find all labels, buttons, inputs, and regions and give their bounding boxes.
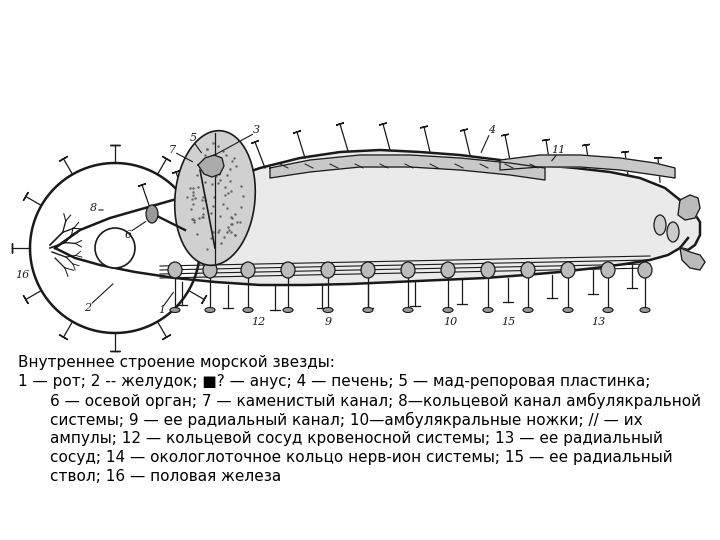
Polygon shape: [500, 155, 675, 178]
Polygon shape: [270, 155, 545, 180]
Text: 5: 5: [189, 133, 197, 143]
Text: 13: 13: [591, 317, 605, 327]
Polygon shape: [582, 144, 590, 146]
Polygon shape: [251, 140, 258, 144]
Text: 2: 2: [84, 303, 91, 313]
Ellipse shape: [563, 307, 573, 313]
Ellipse shape: [601, 262, 615, 278]
Ellipse shape: [638, 262, 652, 278]
Polygon shape: [336, 123, 344, 125]
Text: ампулы; 12 — кольцевой сосуд кровеносной системы; 13 — ее радиальный: ампулы; 12 — кольцевой сосуд кровеносной…: [50, 431, 663, 446]
Ellipse shape: [443, 307, 453, 313]
Polygon shape: [23, 295, 28, 304]
Polygon shape: [202, 192, 207, 201]
Polygon shape: [198, 155, 224, 177]
Text: системы; 9 — ее радиальный канал; 10—амбулякральные ножки; // — их: системы; 9 — ее радиальный канал; 10—амб…: [50, 412, 643, 428]
Text: 12: 12: [251, 317, 265, 327]
Text: 10: 10: [443, 317, 457, 327]
Polygon shape: [542, 139, 550, 140]
Text: 11: 11: [551, 145, 565, 155]
Ellipse shape: [481, 262, 495, 278]
Ellipse shape: [654, 215, 666, 235]
Ellipse shape: [203, 262, 217, 278]
Ellipse shape: [483, 307, 493, 313]
Polygon shape: [59, 335, 68, 340]
Text: 6: 6: [125, 230, 132, 240]
Text: сосуд; 14 — окологлоточное кольцо нерв-ион системы; 15 — ее радиальный: сосуд; 14 — окологлоточное кольцо нерв-и…: [50, 450, 672, 465]
Ellipse shape: [170, 307, 180, 313]
Ellipse shape: [361, 262, 375, 278]
Polygon shape: [420, 126, 428, 128]
Polygon shape: [138, 184, 145, 186]
Ellipse shape: [401, 262, 415, 278]
Text: Внутреннее строение морской звезды:: Внутреннее строение морской звезды:: [18, 355, 335, 370]
Ellipse shape: [363, 307, 373, 313]
Text: 16: 16: [15, 270, 29, 280]
Text: 7: 7: [168, 145, 176, 155]
Polygon shape: [162, 156, 171, 161]
Polygon shape: [172, 171, 180, 173]
Ellipse shape: [640, 307, 650, 313]
Ellipse shape: [243, 307, 253, 313]
Text: 15: 15: [501, 317, 515, 327]
Polygon shape: [501, 134, 509, 136]
Text: 1: 1: [158, 305, 166, 315]
Text: 8: 8: [89, 203, 96, 213]
Polygon shape: [202, 295, 207, 304]
Text: 6 — осевой орган; 7 — каменистый канал; 8—кольцевой канал амбулякральной: 6 — осевой орган; 7 — каменистый канал; …: [50, 393, 701, 409]
Polygon shape: [162, 335, 171, 340]
Ellipse shape: [175, 131, 256, 265]
Ellipse shape: [667, 222, 679, 242]
Polygon shape: [55, 150, 700, 285]
Text: 3: 3: [253, 125, 260, 135]
Ellipse shape: [281, 262, 295, 278]
Ellipse shape: [321, 262, 335, 278]
Polygon shape: [678, 195, 700, 220]
Ellipse shape: [403, 307, 413, 313]
Polygon shape: [460, 129, 468, 131]
Ellipse shape: [95, 228, 135, 268]
Ellipse shape: [561, 262, 575, 278]
Polygon shape: [293, 131, 301, 133]
Ellipse shape: [205, 307, 215, 313]
Ellipse shape: [283, 307, 293, 313]
Ellipse shape: [241, 262, 255, 278]
Ellipse shape: [168, 262, 182, 278]
Polygon shape: [30, 163, 200, 333]
Ellipse shape: [603, 307, 613, 313]
Polygon shape: [379, 123, 387, 125]
Polygon shape: [59, 156, 68, 161]
Ellipse shape: [523, 307, 533, 313]
Ellipse shape: [521, 262, 535, 278]
Polygon shape: [23, 192, 28, 201]
Ellipse shape: [146, 205, 158, 223]
Ellipse shape: [323, 307, 333, 313]
Polygon shape: [211, 154, 219, 157]
Polygon shape: [680, 248, 705, 270]
Ellipse shape: [441, 262, 455, 278]
Text: 4: 4: [488, 125, 495, 135]
Text: 1 — рот; 2 -- желудок; ■? — анус; 4 — печень; 5 — мад-репоровая пластинка;: 1 — рот; 2 -- желудок; ■? — анус; 4 — пе…: [18, 374, 650, 389]
Text: ствол; 16 — половая железа: ствол; 16 — половая железа: [50, 469, 282, 484]
Text: 9: 9: [325, 317, 332, 327]
